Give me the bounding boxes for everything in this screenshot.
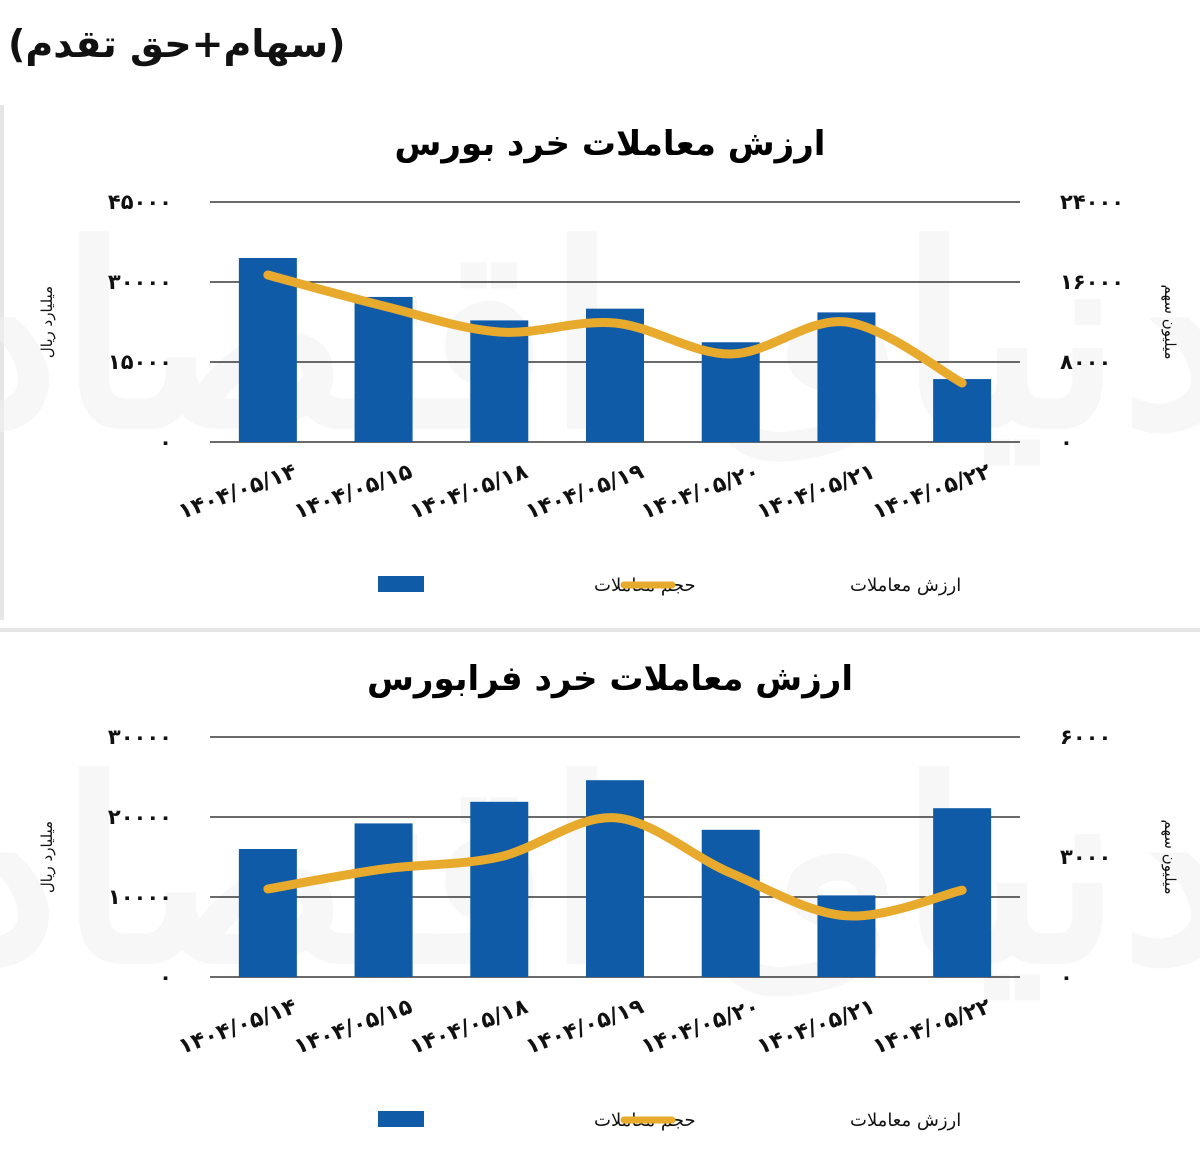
left-axis-tick-label: ۳۰۰۰۰ <box>108 725 172 749</box>
bar <box>586 780 644 977</box>
bar <box>933 379 992 442</box>
line-point <box>382 305 385 307</box>
right-axis-tick-label: ۲۴۰۰۰ <box>1060 190 1124 214</box>
bar <box>354 823 413 977</box>
right-axis-title: میلیون سهم <box>1161 819 1179 894</box>
bar <box>238 849 297 977</box>
line-point <box>498 331 501 333</box>
legend-swatch-bar <box>378 576 424 592</box>
line-point <box>961 889 964 892</box>
left-axis-tick-label: ۳۰۰۰۰ <box>108 270 172 294</box>
legend-label-line: ارزش معاملات <box>850 575 961 596</box>
legend-swatch-bar <box>378 1111 424 1127</box>
header-note: (سهام+حق تقدم) <box>8 22 346 66</box>
line-point <box>614 816 616 819</box>
line-point <box>382 868 385 870</box>
left-axis-title: میلیارد ریال <box>38 821 56 893</box>
line-point <box>729 872 732 874</box>
bar <box>470 320 529 442</box>
chart-title: ارزش معاملات خرد بورس <box>395 124 826 164</box>
bar <box>470 801 529 977</box>
line-point <box>845 914 848 917</box>
right-axis-tick-label: ۸۰۰۰ <box>1060 350 1111 374</box>
left-axis-tick-label: ۱۰۰۰۰ <box>108 885 172 909</box>
line-point <box>266 274 269 276</box>
left-axis-tick-label: ۱۵۰۰۰ <box>108 350 172 374</box>
bar <box>354 296 413 442</box>
left-axis-tick-label: ۲۰۰۰۰ <box>108 805 172 829</box>
right-axis-tick-label: ۱۶۰۰۰ <box>1060 270 1124 294</box>
left-axis-title: میلیارد ریال <box>38 286 56 358</box>
left-axis-tick-label: ۰ <box>159 430 172 454</box>
bar <box>701 342 760 442</box>
left-axis-tick-label: ۰ <box>159 965 172 989</box>
line-point <box>614 322 616 324</box>
chart-title: ارزش معاملات خرد فرابورس <box>367 659 853 699</box>
legend-label-line: ارزش معاملات <box>850 1110 961 1131</box>
left-axis-tick-label: ۴۵۰۰۰ <box>108 190 172 214</box>
line-point <box>498 856 501 858</box>
bar <box>701 829 760 977</box>
bar <box>817 895 876 977</box>
line-point <box>845 321 848 323</box>
line-point <box>961 382 964 384</box>
right-axis-tick-label: ۰ <box>1060 965 1073 989</box>
frame-divider-horizontal <box>0 628 1200 632</box>
right-axis-title: میلیون سهم <box>1161 284 1179 359</box>
bar <box>817 312 876 442</box>
right-axis-tick-label: ۰ <box>1060 430 1073 454</box>
frame-divider-vertical <box>0 105 4 620</box>
line-point <box>729 353 732 355</box>
right-axis-tick-label: ۶۰۰۰ <box>1060 725 1111 749</box>
bar <box>238 258 297 442</box>
right-axis-tick-label: ۳۰۰۰ <box>1060 845 1111 869</box>
line-point <box>266 888 269 890</box>
